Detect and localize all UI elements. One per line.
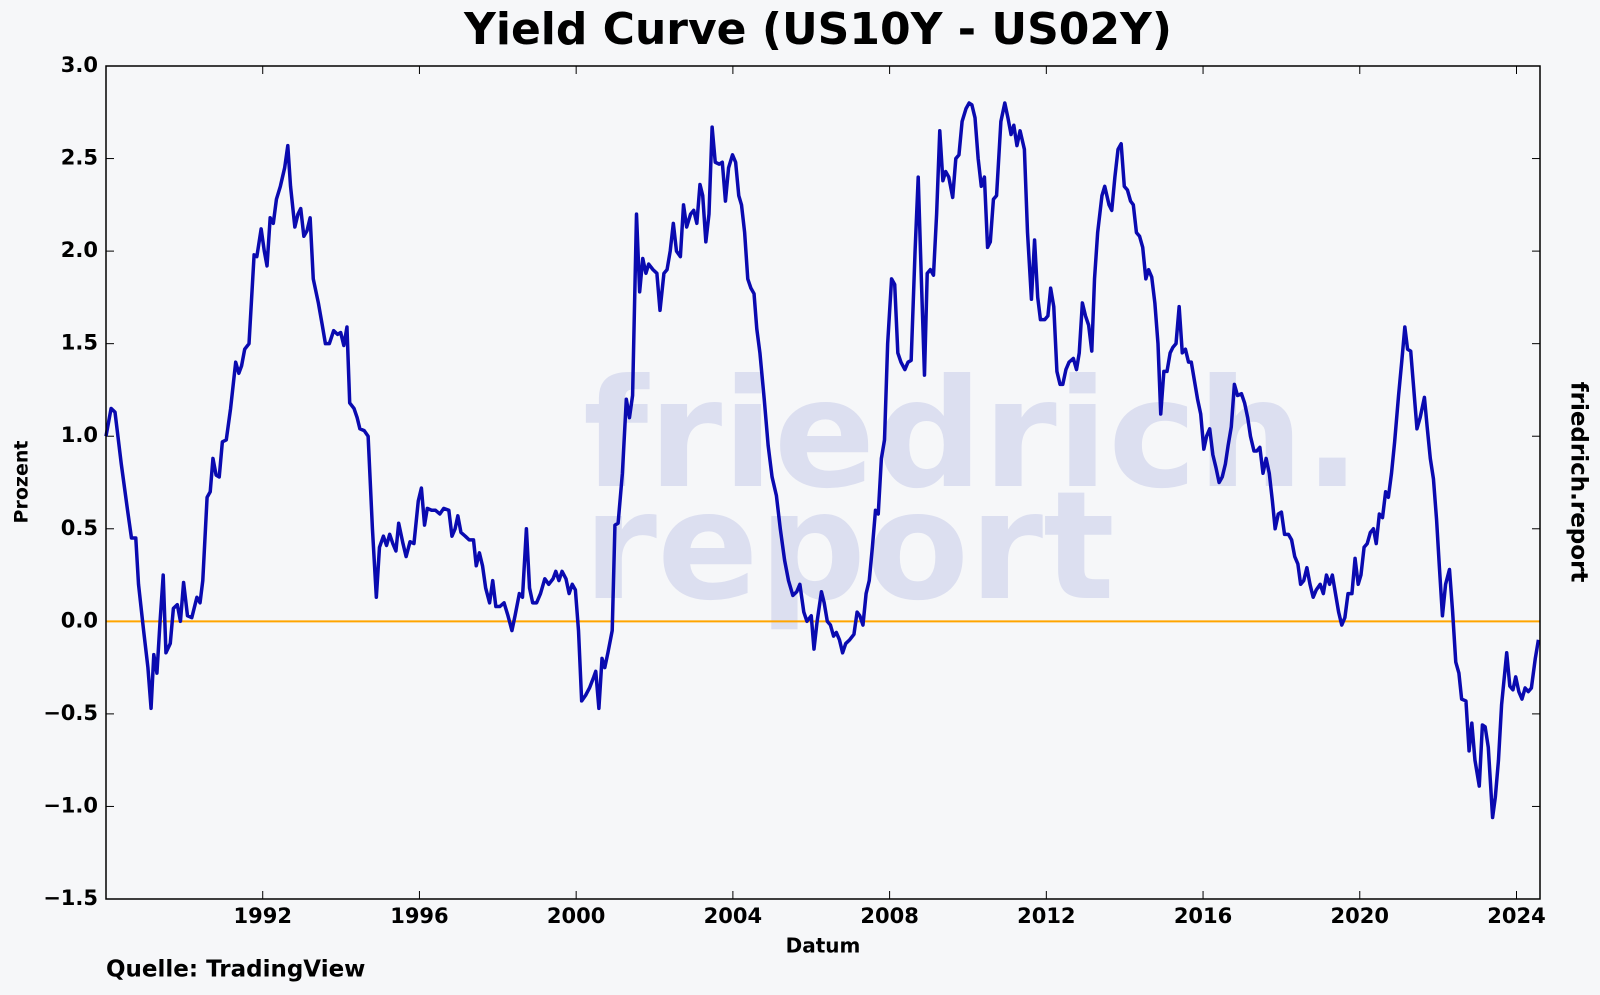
y-tick-label: 2.5 [61,146,98,170]
x-tick-label: 1992 [233,904,291,928]
x-axis-label: Datum [786,934,861,958]
y-tick-label: 0.5 [61,516,98,540]
plot-frame [105,65,1541,900]
x-tick-label: 2024 [1487,904,1545,928]
data-line [104,101,1541,820]
x-tick-label: 2020 [1331,904,1389,928]
y-axis-label: Prozent [11,441,33,524]
y-tick-label: −0.5 [43,701,98,725]
watermark-text: report [583,460,1115,634]
chart-title: Yield Curve (US10Y - US02Y) [463,4,1172,55]
x-tick-label: 2008 [860,904,918,928]
x-tick-label: 2000 [547,904,605,928]
y-tick-label: 3.0 [61,53,98,77]
x-tick-label: 1996 [390,904,448,928]
y-tick-label: −1.0 [43,793,98,817]
x-tick-label: 2012 [1017,904,1075,928]
y-tick-label: 0.0 [61,608,98,632]
y-tick-label: 1.0 [61,423,98,447]
y-tick-label: 2.0 [61,238,98,262]
side-label: friedrich.report [1566,382,1592,583]
source-note: Quelle: TradingView [106,957,365,983]
y-tick-label: 1.5 [61,331,98,355]
x-tick-label: 2004 [704,904,762,928]
y-tick-label: −1.5 [43,886,98,910]
x-tick-label: 2016 [1174,904,1232,928]
